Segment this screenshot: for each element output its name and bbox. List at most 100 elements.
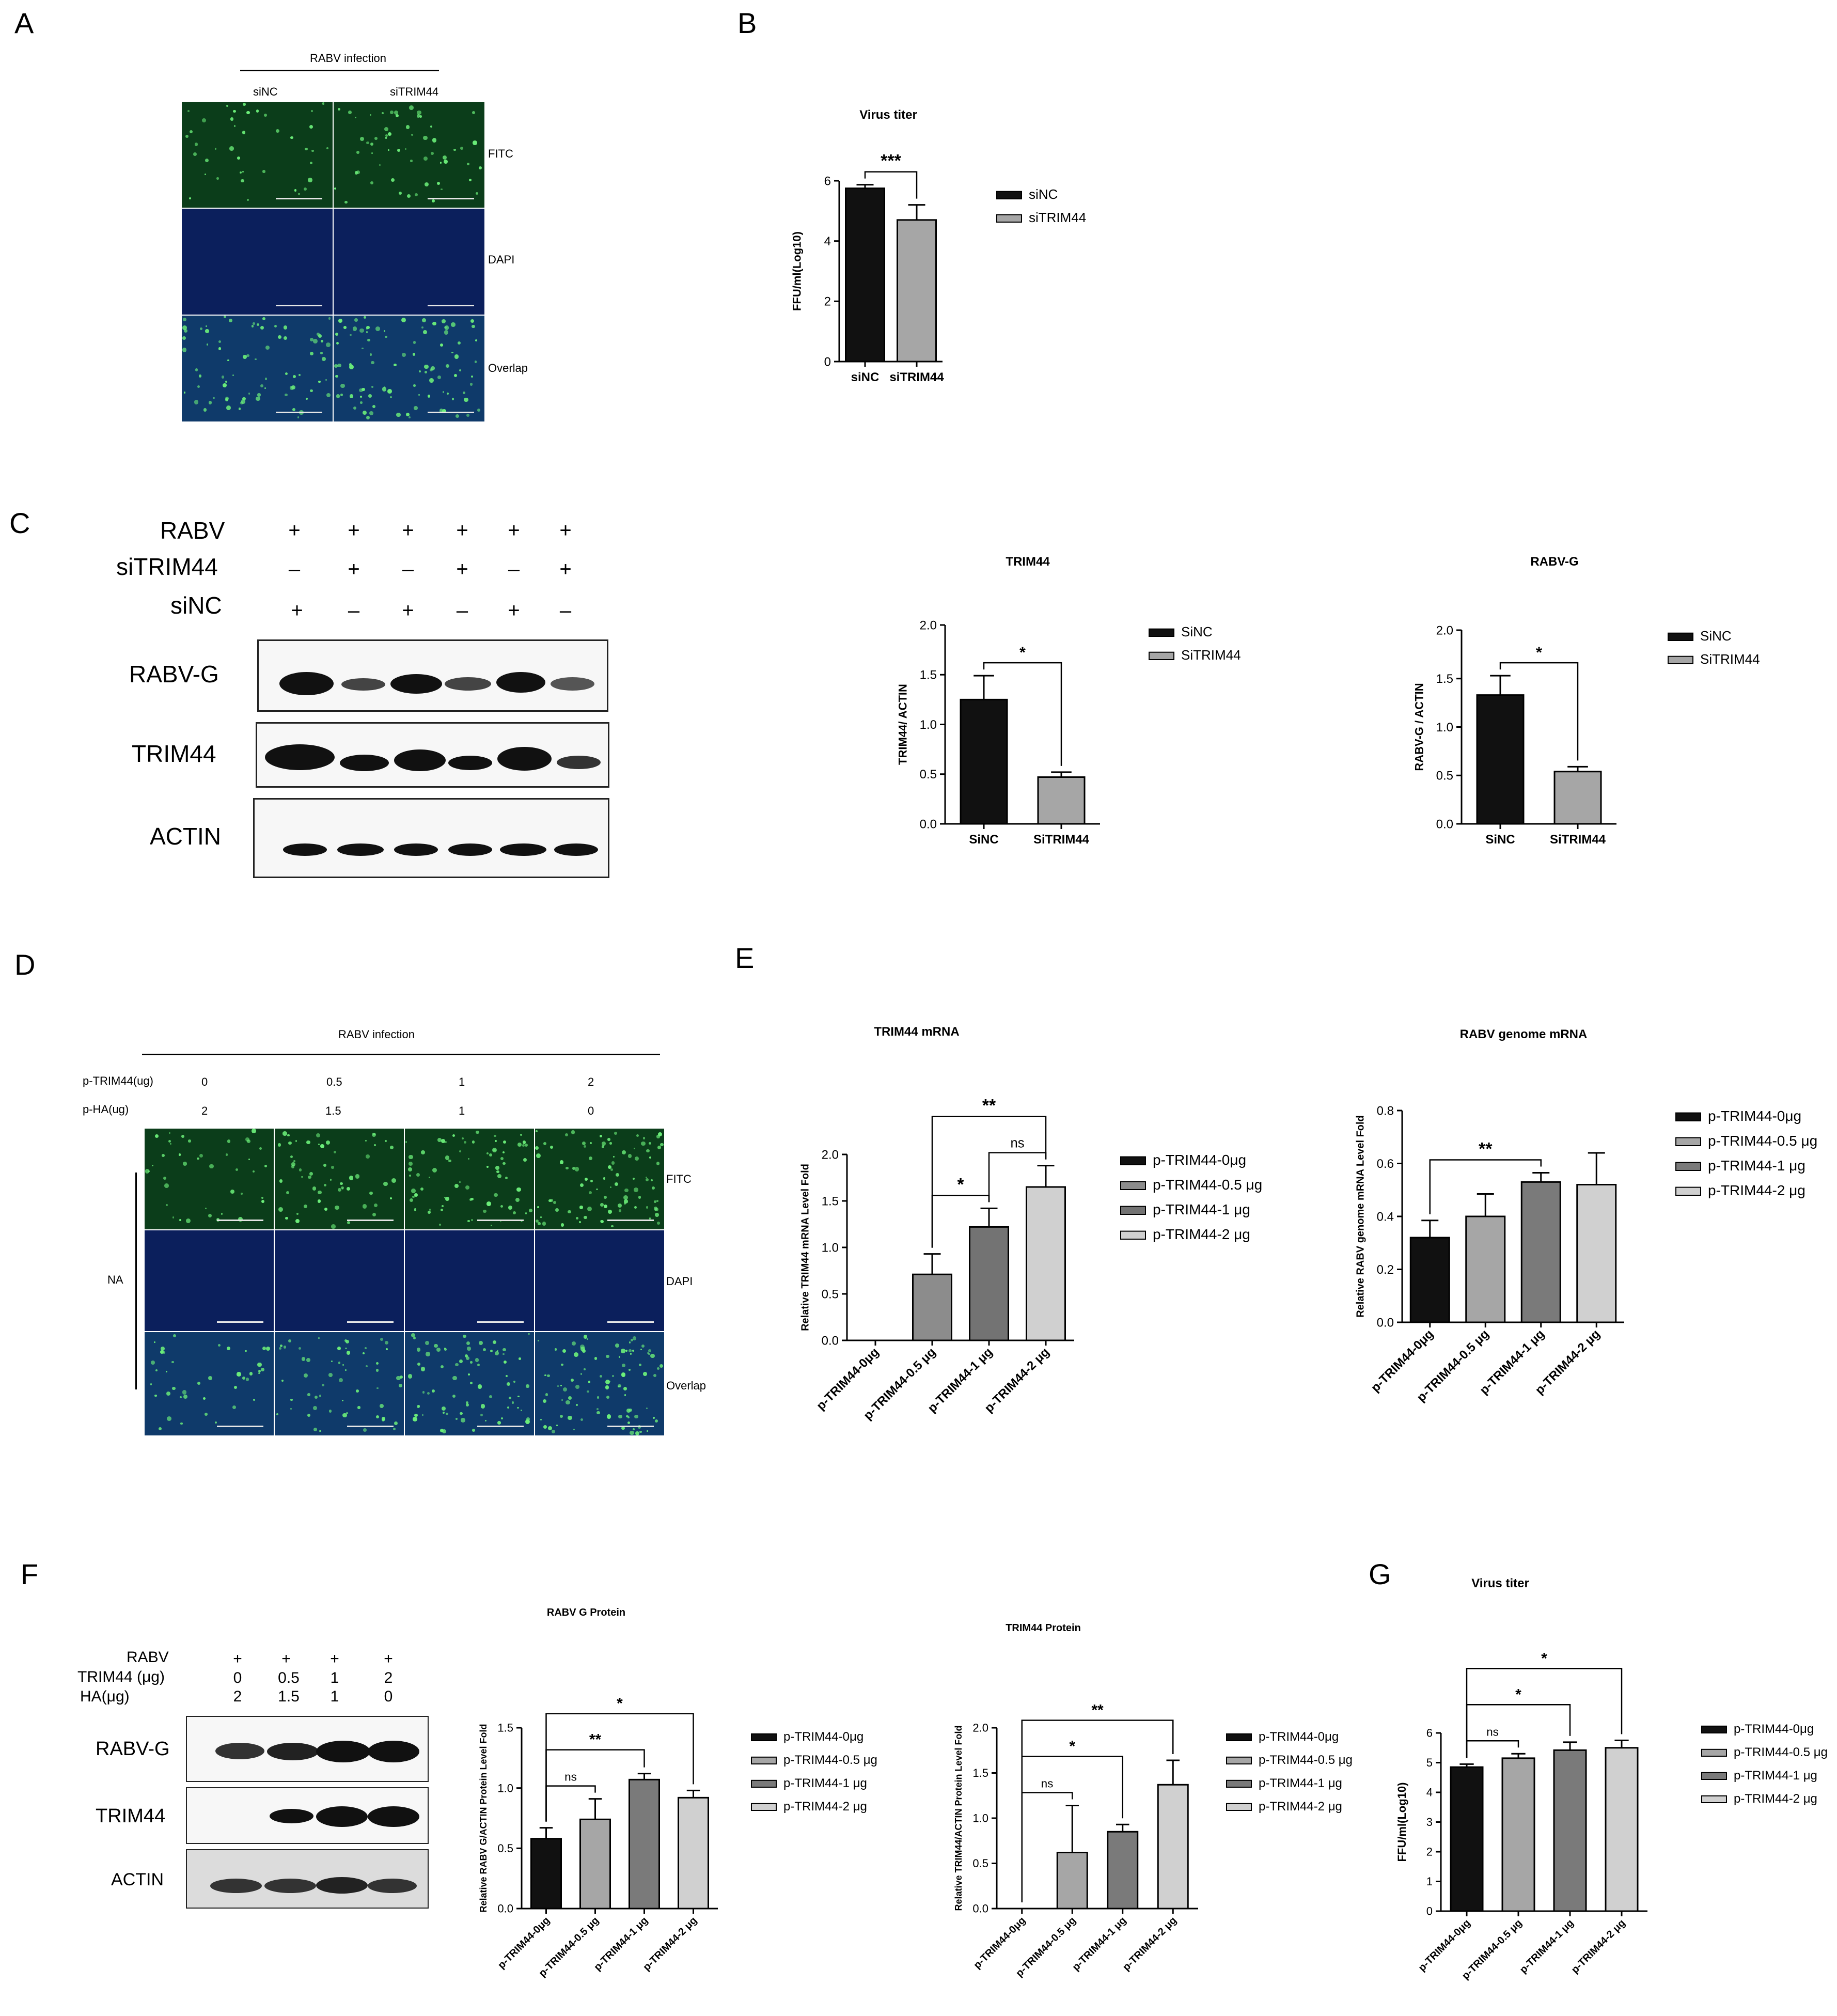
panel-label-d: D — [14, 948, 36, 981]
legend-label: p-TRIM44-2 μg — [783, 1800, 867, 1814]
chart-trim44-c: TRIM44 0.0 0.5 1.0 1.5 2.0 TRIM44/ ACTIN SiNC Si… — [897, 555, 1241, 847]
significance-bracket — [545, 1713, 694, 1822]
fluorescent-cell — [366, 331, 368, 333]
fluorescent-cell — [536, 1153, 541, 1158]
fluorescent-cell — [657, 1146, 661, 1149]
fluorescent-cell — [503, 1348, 506, 1352]
fluorescent-cell — [432, 1168, 437, 1173]
significance-bracket — [983, 662, 1062, 766]
fluorescent-cell — [324, 1183, 327, 1186]
fluorescent-cell — [366, 325, 370, 330]
fluorescent-cell — [576, 1403, 578, 1406]
fluorescent-cell — [242, 102, 246, 106]
fluorescent-cell — [442, 1406, 446, 1411]
panel-a-row-dapi: DAPI — [488, 253, 515, 266]
panel-d-ptrim-value: 2 — [588, 1075, 594, 1088]
significance-label: ** — [1479, 1139, 1493, 1159]
fluorescent-cell — [180, 1422, 183, 1425]
legend-swatch — [751, 1756, 777, 1765]
fluorescent-cell — [242, 354, 247, 359]
fluorescent-cell — [197, 1157, 199, 1160]
fluorescent-cell — [627, 1421, 630, 1425]
fluorescent-cell — [617, 1204, 622, 1208]
fluorescent-cell — [586, 1338, 589, 1340]
fluorescent-cell — [616, 1173, 620, 1177]
fluorescent-cell — [251, 325, 254, 327]
legend-label: p-TRIM44-0μg — [1153, 1152, 1246, 1168]
fluorescent-cell — [321, 340, 323, 342]
fluorescent-cell — [652, 1186, 655, 1190]
fluorescent-cell — [288, 1141, 292, 1145]
fluorescent-cell — [347, 1221, 350, 1225]
fluorescent-cell — [410, 1198, 414, 1202]
blot-c-sign: – — [348, 599, 360, 622]
bar — [1576, 1184, 1617, 1323]
fluorescent-cell — [409, 105, 414, 110]
fluorescent-cell — [472, 1140, 475, 1144]
panel-d-pha-value: 1.5 — [325, 1104, 341, 1117]
fluorescent-cell — [540, 1418, 542, 1421]
fluorescent-cell — [522, 1144, 525, 1147]
fluorescent-cell — [420, 1367, 426, 1371]
fluorescent-cell — [186, 1218, 191, 1223]
fluorescent-cell — [431, 366, 435, 371]
panel-label-e: E — [735, 942, 755, 974]
fluorescent-cell — [588, 1381, 590, 1383]
y-tick-label: 0.0 — [1436, 817, 1453, 831]
fluorescent-cell — [261, 1197, 263, 1199]
fluorescent-cell — [168, 1132, 170, 1134]
fluorescent-cell — [444, 326, 447, 329]
blot-f-actin-strip — [186, 1849, 429, 1909]
fluorescent-cell — [340, 1182, 343, 1185]
fluorescent-cell — [178, 1153, 181, 1156]
fluorescent-cell — [594, 1357, 597, 1360]
fluorescent-cell — [253, 322, 255, 325]
legend-label: p-TRIM44-0μg — [1259, 1730, 1339, 1744]
fluorescent-cell — [363, 1428, 367, 1432]
fluorescent-cell — [227, 1139, 231, 1143]
y-axis-label: FFU/ml(Log10) — [1395, 1783, 1408, 1862]
fluorescent-cell — [580, 1372, 583, 1375]
bar — [629, 1778, 660, 1910]
significance-label: ns — [1041, 1777, 1054, 1790]
fluorescent-cell — [397, 148, 401, 152]
fluorescent-cell — [314, 1396, 318, 1399]
fluorescent-cell — [494, 1134, 496, 1137]
fluorescent-cell — [506, 1382, 510, 1386]
x-tick-label: p-TRIM44-0μg — [971, 1915, 1028, 1971]
fluorescent-cell — [352, 326, 357, 331]
fluorescent-cell — [455, 414, 459, 418]
fluorescent-cell — [520, 1409, 523, 1411]
fluorescent-cell — [638, 1196, 641, 1199]
blot-c-sign: + — [559, 558, 572, 581]
fluorescent-cell — [179, 1218, 182, 1222]
fluorescent-cell — [388, 132, 392, 136]
fluorescent-cell — [368, 394, 372, 398]
fluorescent-cell — [472, 111, 475, 114]
blot-c-sign: + — [508, 519, 520, 542]
legend-label: siTRIM44 — [1029, 210, 1086, 225]
fluorescent-cell — [248, 1158, 250, 1160]
fluorescent-cell — [374, 136, 378, 140]
blot-c-sign: + — [402, 599, 414, 622]
fluorescent-cell — [431, 1389, 435, 1393]
fluorescent-cell — [337, 363, 341, 368]
blot-f-rabvg-strip — [186, 1716, 429, 1782]
fluorescent-cell — [494, 1140, 497, 1143]
blot-f-value: 0.5 — [278, 1669, 300, 1686]
fluorescent-cell — [526, 1384, 529, 1388]
fluorescent-cell — [154, 1394, 158, 1397]
fluorescent-cell — [197, 385, 200, 388]
fluorescent-cell — [256, 397, 260, 401]
fluorescent-cell — [346, 1412, 349, 1414]
blot-f-row-ha: HA(μg) — [80, 1688, 130, 1705]
fluorescent-cell — [657, 1367, 660, 1370]
significance-bracket — [1429, 1159, 1542, 1214]
fluorescent-cell — [614, 1182, 618, 1186]
micrograph-a-sinc-fitc — [181, 101, 334, 209]
significance-bracket — [545, 1785, 596, 1822]
fluorescent-cell — [445, 1155, 450, 1160]
significance-label: * — [957, 1175, 964, 1194]
fluorescent-cell — [571, 1130, 575, 1134]
fluorescent-cell — [242, 131, 246, 134]
